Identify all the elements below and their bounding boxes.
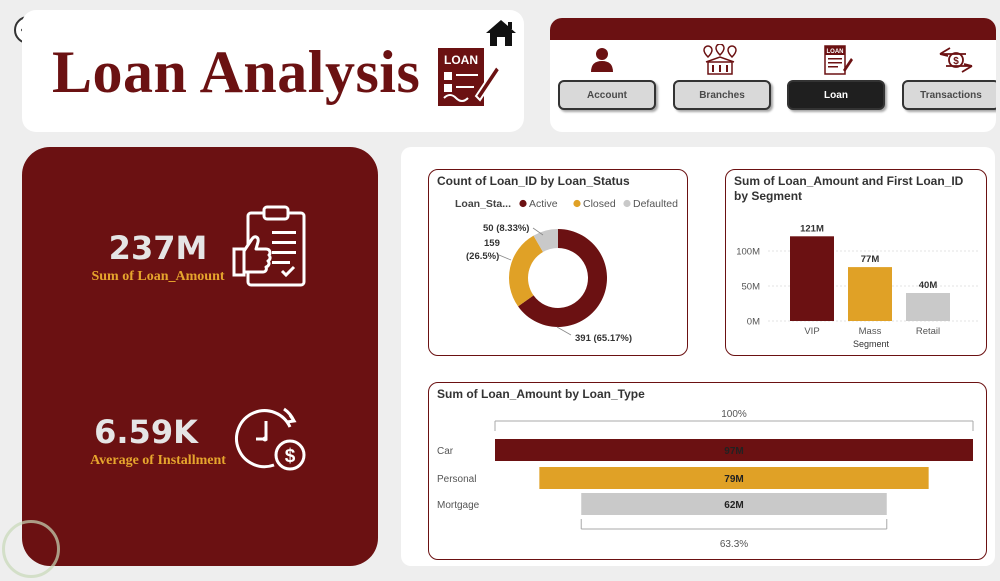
- loan-status-donut-chart: Loan_Sta... Active Closed Defaulted 391 (65.…: [455, 198, 678, 344]
- nav-branches-icon-wrap: [670, 44, 770, 76]
- donut-slice-active: [518, 229, 607, 327]
- nav-loan-button[interactable]: Loan: [787, 80, 885, 110]
- loan-type-chart-panel: Sum of Loan_Amount by Loan_Type 100% 97M C…: [428, 382, 987, 560]
- nav-card: LOAN $ Account Branches Loan Transaction…: [550, 18, 996, 132]
- data-label-closed-value: 159: [484, 238, 500, 249]
- x-axis-title: Segment: [853, 339, 890, 349]
- nav-transactions-icon-wrap: $: [906, 44, 996, 76]
- funnel-bar-mortgage: [581, 493, 887, 515]
- x-tick-label: VIP: [804, 326, 819, 337]
- legend-label: Defaulted: [633, 198, 678, 210]
- data-label-active: 391 (65.17%): [575, 333, 632, 344]
- category-label: Personal: [437, 474, 476, 485]
- data-label: 40M: [919, 280, 938, 291]
- nav-account-icon-wrap: [552, 44, 652, 76]
- funnel-bar-car: [495, 439, 973, 461]
- svg-text:$: $: [953, 56, 959, 67]
- nav-account-button[interactable]: Account: [558, 80, 656, 110]
- data-label: 121M: [800, 223, 824, 234]
- loan-document-icon: LOAN: [824, 45, 853, 75]
- funnel-bar-personal: [539, 467, 929, 489]
- kpi-installment-value: 6.59K: [94, 413, 198, 451]
- svg-text:LOAN: LOAN: [827, 49, 844, 55]
- legend-marker: [519, 199, 527, 208]
- branches-icon: [703, 44, 737, 75]
- kpi-loan-amount-value: 237M: [108, 229, 208, 267]
- leader-line: [532, 227, 544, 236]
- x-tick-label: Mass: [859, 326, 882, 337]
- y-tick-label: 100M: [736, 247, 760, 258]
- loan-document-icon: LOAN: [438, 48, 500, 106]
- watermark-logo: [2, 520, 60, 578]
- x-tick-label: Retail: [916, 326, 940, 337]
- transactions-icon: $: [939, 47, 973, 73]
- legend-title: Loan_Sta...: [455, 198, 511, 210]
- svg-text:$: $: [285, 446, 296, 467]
- charts-area: Count of Loan_ID by Loan_Status Loan_Sta…: [401, 147, 995, 566]
- home-icon[interactable]: [484, 18, 518, 48]
- segment-chart-panel: Sum of Loan_Amount and First Loan_ID by …: [725, 169, 987, 356]
- y-tick-label: 0M: [747, 317, 760, 328]
- chart-title: Count of Loan_ID by Loan_Status: [437, 174, 630, 188]
- kpi-loan-amount-label: Sum of Loan_Amount: [91, 269, 225, 284]
- leader-line: [498, 254, 512, 261]
- bar-retail: [906, 293, 950, 321]
- category-label: Mortgage: [437, 500, 480, 511]
- clipboard-thumbs-up-icon: [232, 205, 306, 287]
- legend-label: Closed: [583, 198, 616, 210]
- nav-branches-button[interactable]: Branches: [673, 80, 771, 110]
- legend-label: Active: [529, 198, 558, 210]
- donut-slice-closed: [509, 235, 543, 307]
- clock-dollar-icon: $: [235, 407, 306, 471]
- data-label-closed-pct: (26.5%): [466, 251, 499, 262]
- bar-mass: [848, 267, 892, 321]
- data-label: 62M: [724, 500, 743, 511]
- data-label: 77M: [861, 254, 880, 265]
- kpi-installment-label: Average of Installment: [90, 453, 226, 468]
- y-tick-label: 50M: [742, 282, 761, 293]
- leader-line: [556, 326, 572, 336]
- legend-marker: [573, 199, 581, 208]
- data-label-defaulted: 50 (8.33%): [483, 223, 529, 234]
- segment-bar-chart: 0M 50M 100M 121M VIP 77M Mass 40M Retail Segment: [736, 223, 978, 349]
- funnel-bottom-label: 63.3%: [720, 539, 748, 550]
- nav-loan-icon-wrap: LOAN: [788, 44, 888, 76]
- nav-transactions-button[interactable]: Transactions: [902, 80, 996, 110]
- funnel-top-label: 100%: [721, 409, 747, 420]
- chart-title: Sum of Loan_Amount by Loan_Type: [437, 387, 645, 401]
- legend-marker: [623, 199, 631, 208]
- loan-status-chart-panel: Count of Loan_ID by Loan_Status Loan_Sta…: [428, 169, 688, 356]
- bar-vip: [790, 236, 834, 321]
- donut-slice-defaulted: [533, 229, 558, 253]
- page-title: Loan Analysis: [52, 39, 421, 105]
- loan-type-funnel-chart: 100% 97M Car 79M Personal 62M Mortgage 63.3%: [437, 409, 974, 550]
- nav-header-strip: [550, 18, 996, 40]
- category-label: Car: [437, 446, 454, 457]
- data-label: 97M: [724, 446, 743, 457]
- data-label: 79M: [724, 474, 743, 485]
- kpi-card: 237M Sum of Loan_Amount 6.59K Average of…: [22, 147, 378, 566]
- logo-text: LOAN: [444, 53, 478, 67]
- title-card: Loan Analysis LOAN: [22, 10, 524, 132]
- user-icon: [591, 48, 613, 72]
- chart-title: Sum of Loan_Amount and First Loan_ID by …: [734, 174, 964, 203]
